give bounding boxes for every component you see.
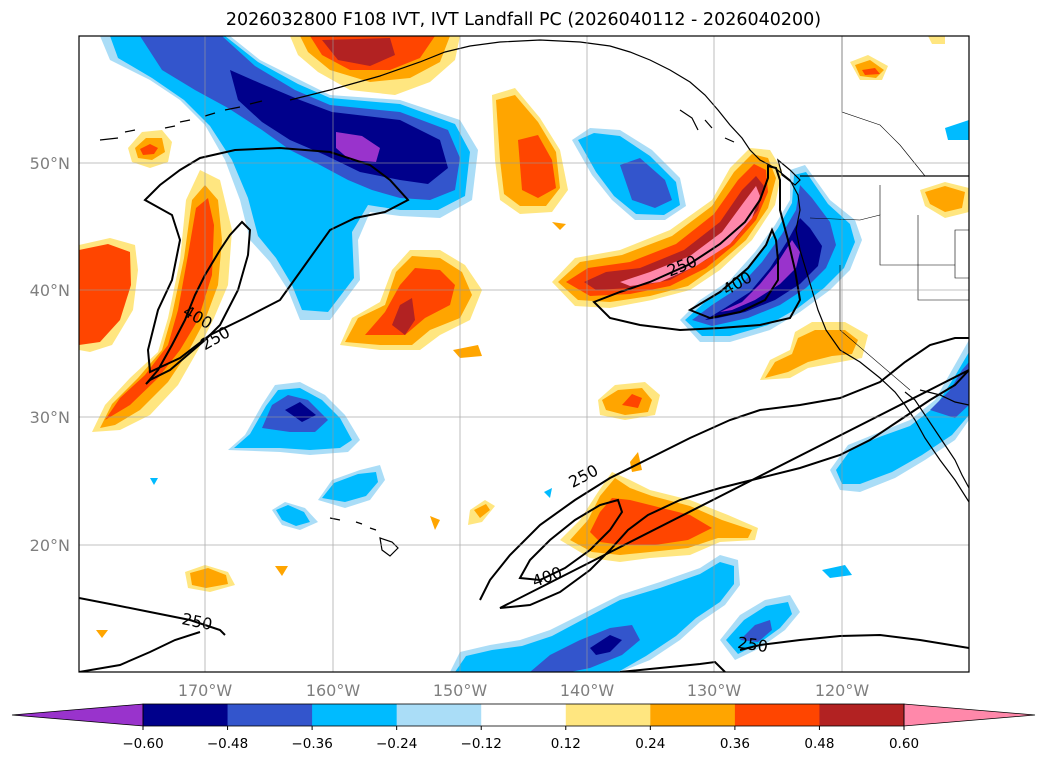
lat-tick-labels: 20°N 30°N 40°N 50°N [30, 154, 70, 555]
ivt-blob-far-west [79, 238, 138, 352]
lon-tick: 150°W [433, 681, 488, 700]
map-title: 2026032800 F108 IVT, IVT Landfall PC (20… [225, 10, 822, 30]
ivt-negative-coastal [680, 165, 862, 342]
colorbar-segment [396, 704, 482, 726]
contour-label-250-se: 250 [736, 633, 769, 656]
ivt-blob-135w [492, 88, 568, 214]
colorbar-segment [734, 704, 820, 726]
map-frame [78, 35, 970, 673]
colorbar-segment [650, 704, 736, 726]
colorbar-segment [143, 704, 229, 726]
contour-250-southwest [79, 597, 226, 672]
colorbar-tick-label: 0.48 [804, 736, 834, 752]
colorbar: −0.60 −0.48 −0.36 −0.24 −0.12 0.12 0.24 0.36 0.4… [11, 703, 1036, 752]
lon-tick: 170°W [178, 681, 233, 700]
colorbar-segment [227, 704, 313, 726]
contour-250-northwest [143, 146, 410, 374]
ivt-negative-south [450, 555, 800, 672]
colorbar-tick-label: −0.24 [376, 736, 417, 752]
colorbar-tick-label: −0.48 [207, 736, 248, 752]
contour-250-ar [592, 164, 802, 332]
lon-tick-labels: 170°W 160°W 150°W 140°W 130°W 120°W [178, 681, 870, 700]
lat-tick: 30°N [30, 408, 70, 427]
lat-tick: 50°N [30, 154, 70, 173]
ivt-blobs-northeast [850, 36, 969, 218]
colorbar-tick-label: −0.36 [291, 736, 332, 752]
colorbar-segments [12, 704, 1035, 726]
ivt-negative-160w [228, 382, 360, 455]
colorbar-ticks: −0.60 −0.48 −0.36 −0.24 −0.12 0.12 0.24 0.36 0.4… [122, 726, 919, 752]
colorbar-tick-label: −0.12 [461, 736, 502, 752]
colorbar-segment [481, 704, 567, 726]
lon-tick: 140°W [560, 681, 615, 700]
colorbar-tick-label: 0.12 [551, 736, 581, 752]
ivt-small-blobs [96, 222, 642, 638]
contour-400-subtropical [518, 498, 624, 582]
colorbar-tick-label: 0.60 [889, 736, 919, 752]
map-plot-area: 400 250 250 400 250 400 250 250 [79, 36, 969, 672]
colorbar-segment [312, 704, 398, 726]
ivt-atmospheric-river [552, 148, 782, 308]
gridlines [79, 36, 969, 672]
colorbar-extend-high [904, 704, 1035, 726]
lon-tick: 120°W [815, 681, 870, 700]
colorbar-tick-label: 0.36 [720, 736, 750, 752]
contour-400-northwest [145, 220, 252, 385]
lat-tick: 40°N [30, 281, 70, 300]
lon-tick: 130°W [687, 681, 742, 700]
colorbar-segment [565, 704, 651, 726]
ivt-negative-aleutian [100, 36, 478, 320]
colorbar-tick-label: 0.24 [635, 736, 665, 752]
ivt-negative-hawaii [150, 465, 552, 530]
ivt-blob-152w [340, 250, 482, 350]
contour-250-southeast [619, 633, 969, 672]
contour-400-ar [687, 227, 779, 320]
ivt-blob-small-aleutian [128, 130, 172, 168]
ivt-negative-137w [572, 128, 686, 220]
lat-tick: 20°N [30, 536, 70, 555]
lon-tick: 160°W [306, 681, 361, 700]
coastlines [99, 39, 969, 557]
ivt-blob-north [290, 36, 460, 95]
colorbar-segment [819, 704, 905, 726]
colorbar-tick-label: −0.60 [122, 736, 163, 752]
colorbar-extend-low [12, 704, 143, 726]
